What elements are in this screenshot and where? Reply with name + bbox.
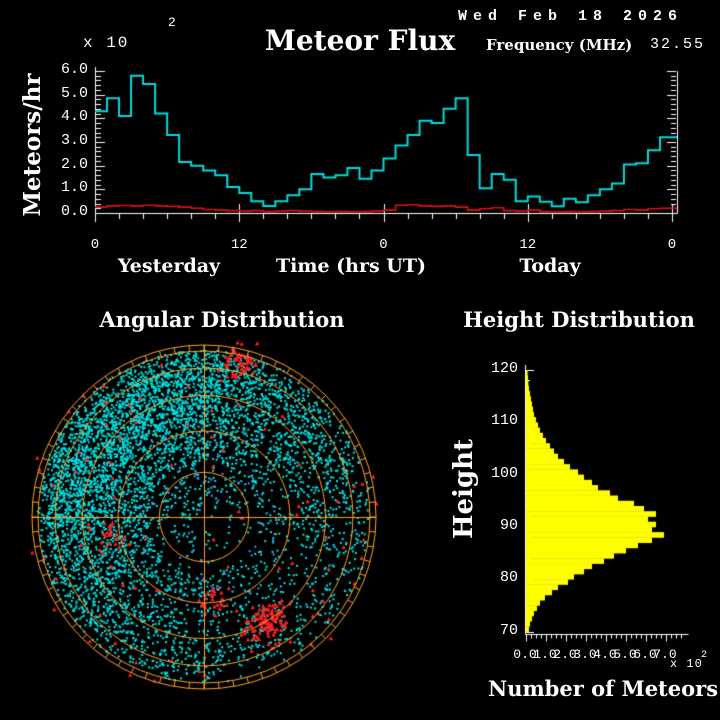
height-y-tick-label: 90 [499,516,518,534]
height-y-tick-label: 100 [490,464,518,482]
height-y-tick-label: 110 [490,412,518,430]
flux-section-label-today: Today [519,255,581,277]
flux-x-axis-label: Time (hrs UT) [276,255,426,277]
height-x-multiplier-exponent: 2 [701,650,708,661]
height-y-tick-label: 120 [490,360,518,377]
flux-chart-canvas [0,60,720,235]
frequency-label: Frequency (MHz) [486,36,633,54]
frequency-value: 32.55 [650,36,706,53]
flux-y-multiplier-exponent: 2 [168,15,176,30]
flux-x-tick-label: 0 [90,237,100,253]
height-distribution-title: Height Distribution [463,307,695,332]
height-x-axis-label: Number of Meteors [488,676,719,701]
height-x-tick-label: 4.0 [593,647,617,662]
flux-x-tick-label: 12 [519,237,537,253]
height-x-multiplier-base: x 10 [670,657,703,671]
flux-y-tick-label: 1.0 [60,179,88,197]
flux-y-tick-label: 4.0 [60,108,88,126]
header-date: Wed Feb 18 2026 [458,8,684,25]
flux-y-tick-label: 0.0 [60,203,88,220]
height-x-tick-label: 6.0 [633,647,657,662]
height-x-tick-label: 0.0 [513,647,537,662]
flux-y-tick-label: 3.0 [60,132,88,149]
flux-y-tick-label: 2.0 [60,155,88,173]
flux-x-tick-label: 0 [379,237,388,253]
angular-distribution-canvas [20,330,392,702]
page-title: Meteor Flux [264,24,456,57]
flux-y-tick-label: 6.0 [60,61,88,78]
height-x-tick-label: 3.0 [573,647,597,662]
angular-distribution-title: Angular Distribution [99,307,345,332]
height-y-tick-label: 80 [499,569,518,587]
flux-x-tick-label: 12 [230,237,248,253]
height-y-tick-label: 70 [499,621,518,639]
height-x-tick-label: 7.0 [653,647,677,662]
height-x-tick-label: 2.0 [553,647,577,662]
flux-y-tick-label: 5.0 [60,84,88,102]
flux-section-label-yesterday: Yesterday [117,255,221,277]
flux-x-tick-label: 0 [667,237,677,253]
flux-y-multiplier-base: x 10 [83,34,130,52]
height-distribution-canvas [440,355,720,655]
height-x-tick-label: 1.0 [533,647,557,662]
height-x-tick-label: 5.0 [613,647,637,662]
